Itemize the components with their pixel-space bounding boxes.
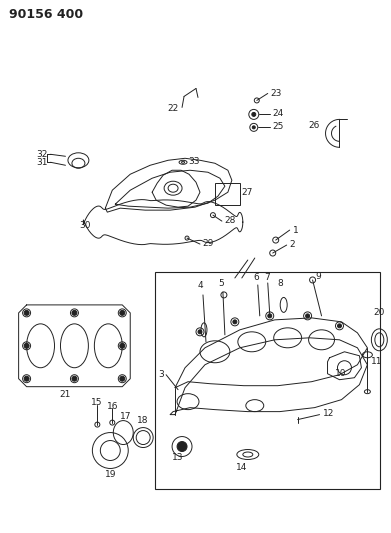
Text: 25: 25 <box>273 122 284 131</box>
Circle shape <box>24 343 29 348</box>
Text: 3: 3 <box>158 370 164 379</box>
Text: 32: 32 <box>37 150 48 159</box>
Text: 28: 28 <box>224 216 235 224</box>
Circle shape <box>268 314 272 318</box>
Text: 27: 27 <box>242 188 253 197</box>
Text: 90156 400: 90156 400 <box>9 8 83 21</box>
Text: 4: 4 <box>198 281 204 290</box>
Text: 17: 17 <box>120 412 132 421</box>
Text: 29: 29 <box>202 239 213 247</box>
Circle shape <box>120 376 125 381</box>
Text: 18: 18 <box>137 416 149 425</box>
Text: 26: 26 <box>308 121 320 130</box>
Bar <box>155 272 380 489</box>
Circle shape <box>306 314 310 318</box>
Text: 20: 20 <box>373 309 385 317</box>
Text: 14: 14 <box>236 463 248 472</box>
Circle shape <box>252 112 256 116</box>
Text: 2: 2 <box>290 239 295 248</box>
Text: 7: 7 <box>264 273 269 282</box>
Circle shape <box>337 324 341 328</box>
Text: 30: 30 <box>79 221 91 230</box>
Circle shape <box>198 330 202 334</box>
Text: 24: 24 <box>273 109 284 118</box>
Text: 33: 33 <box>188 157 199 166</box>
Circle shape <box>120 310 125 316</box>
Circle shape <box>24 376 29 381</box>
Text: 6: 6 <box>254 273 260 282</box>
Text: 21: 21 <box>60 390 71 399</box>
Text: 31: 31 <box>37 158 48 167</box>
Text: 23: 23 <box>271 89 282 98</box>
Circle shape <box>72 376 77 381</box>
Text: 15: 15 <box>91 398 103 407</box>
Text: 12: 12 <box>323 409 334 418</box>
Text: 22: 22 <box>167 104 178 113</box>
Text: 19: 19 <box>104 470 116 479</box>
Text: 1: 1 <box>292 225 298 235</box>
Text: 11: 11 <box>371 357 383 366</box>
Text: 5: 5 <box>218 279 224 288</box>
Text: 13: 13 <box>172 453 184 462</box>
Text: 9: 9 <box>316 272 321 281</box>
Text: 16: 16 <box>107 402 119 411</box>
Circle shape <box>72 310 77 316</box>
Text: 10: 10 <box>335 369 346 378</box>
Text: 8: 8 <box>278 279 283 288</box>
Circle shape <box>252 126 255 129</box>
Circle shape <box>177 441 187 451</box>
Bar <box>215 183 240 205</box>
Circle shape <box>233 320 237 324</box>
Circle shape <box>120 343 125 348</box>
Circle shape <box>24 310 29 316</box>
